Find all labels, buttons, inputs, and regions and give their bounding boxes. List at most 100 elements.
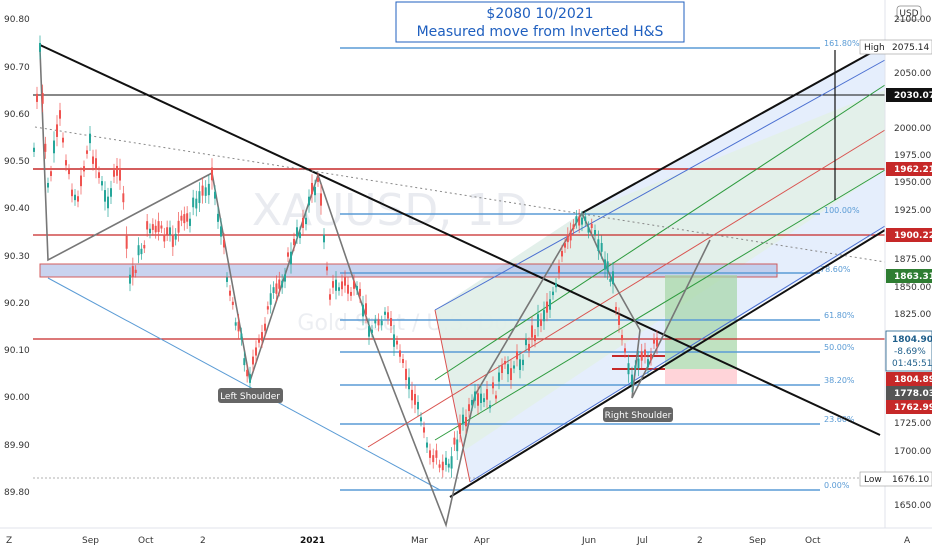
x-tick[interactable]: Z [6, 536, 12, 546]
x-tick: 2 [200, 536, 206, 546]
candle-body [240, 333, 243, 340]
candle-body [137, 245, 140, 256]
candle-body [166, 227, 169, 235]
candle-body [555, 283, 557, 288]
candle-body [531, 325, 533, 338]
candle-body [429, 450, 431, 458]
candles [33, 35, 658, 478]
candle-body [234, 322, 237, 326]
candle-body [65, 160, 67, 166]
candle-body [53, 140, 55, 154]
candle-body [107, 196, 109, 209]
candle-body [408, 377, 410, 390]
candle-body [151, 224, 154, 230]
candle-body [650, 353, 652, 360]
candle-body [572, 224, 575, 229]
left-tick: 90.40 [4, 204, 30, 214]
candle-body [549, 299, 551, 310]
candle-body [597, 239, 600, 252]
tag-1778 [886, 386, 932, 400]
candle-body [335, 279, 337, 291]
left-tick: 90.60 [4, 110, 30, 120]
candle-body [171, 234, 174, 247]
right-tick: 1875.00 [894, 255, 931, 265]
candle-body [243, 358, 246, 366]
x-tick: Sep [82, 536, 99, 546]
left-axis: 90.80 90.70 90.60 90.50 90.40 90.30 90.2… [4, 15, 30, 498]
x-tick[interactable]: A [904, 536, 911, 546]
candle-body [495, 395, 497, 399]
candle-body [396, 340, 398, 345]
candle-body [180, 215, 183, 221]
tag-1900-value: 1900.22 [894, 231, 932, 241]
candle-body [272, 287, 275, 293]
x-tick: Apr [474, 536, 490, 546]
candle-body [189, 218, 191, 226]
candle-body [600, 243, 603, 252]
tag-1863 [886, 269, 932, 283]
candle-body [347, 284, 349, 294]
tag-1763-value: 1762.99 [894, 403, 932, 413]
candle-body [537, 314, 539, 328]
candle-body [77, 196, 79, 202]
watermark-symbol: XAUUSD, 1D [252, 185, 528, 236]
candle-body [447, 463, 450, 468]
candle-body [353, 281, 355, 289]
candle-body [36, 93, 38, 102]
tag-1962-value: 1962.21 [894, 165, 932, 175]
candle-body [609, 278, 612, 282]
candle-body [86, 150, 88, 154]
candle-body [627, 363, 630, 375]
candle-body [275, 283, 278, 294]
candle-body [624, 348, 626, 353]
candle-body [341, 281, 343, 290]
candle-body [456, 439, 459, 452]
candle-body [323, 234, 325, 243]
candle-body [261, 332, 263, 341]
left-tick: 89.80 [4, 488, 30, 498]
candle-body [201, 185, 204, 196]
candle-body [480, 393, 482, 403]
candle-body [44, 143, 47, 152]
candle-body [95, 158, 97, 170]
downtrend-line [39, 44, 881, 436]
candle-body [450, 456, 453, 469]
tag-low-value: 1676.10 [892, 475, 929, 485]
candle-body [516, 351, 518, 360]
candle-body [33, 147, 35, 152]
candle-body [226, 277, 228, 282]
candle-body [299, 232, 301, 239]
candle-body [441, 461, 444, 471]
x-tick: Oct [805, 536, 821, 546]
left-tick: 90.30 [4, 252, 30, 262]
candle-body [459, 423, 461, 434]
candle-body [140, 248, 143, 255]
candle-body [471, 399, 473, 406]
candle-body [56, 124, 58, 137]
currency-badge[interactable] [896, 5, 922, 21]
candle-body [474, 391, 476, 401]
candle-body [71, 189, 73, 197]
candle-body [98, 172, 100, 178]
candle-body [314, 186, 316, 196]
candle-body [581, 217, 583, 225]
candle-body [264, 323, 266, 331]
price-tags: High 2075.14 2030.07 1962.21 1900.22 186… [859, 39, 932, 487]
candle-body [402, 359, 404, 364]
fib-label: 61.80% [824, 311, 855, 320]
candle-body [438, 464, 441, 468]
candle-body [656, 337, 658, 347]
candle-body [513, 365, 515, 369]
candle-body [50, 171, 52, 176]
candle-body [92, 156, 94, 164]
fib-label: 100.00% [824, 206, 860, 215]
left-tick: 90.20 [4, 299, 30, 309]
candle-body [528, 343, 530, 351]
candle-body [534, 335, 536, 342]
candle-body [174, 233, 177, 240]
tag-current-price: 1804.90 [892, 335, 932, 345]
candle-body [326, 266, 328, 271]
candle-body [217, 213, 219, 222]
candle-body [359, 288, 361, 297]
